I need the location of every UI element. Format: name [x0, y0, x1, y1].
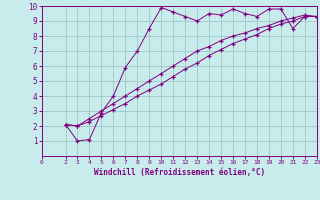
X-axis label: Windchill (Refroidissement éolien,°C): Windchill (Refroidissement éolien,°C)	[94, 168, 265, 177]
